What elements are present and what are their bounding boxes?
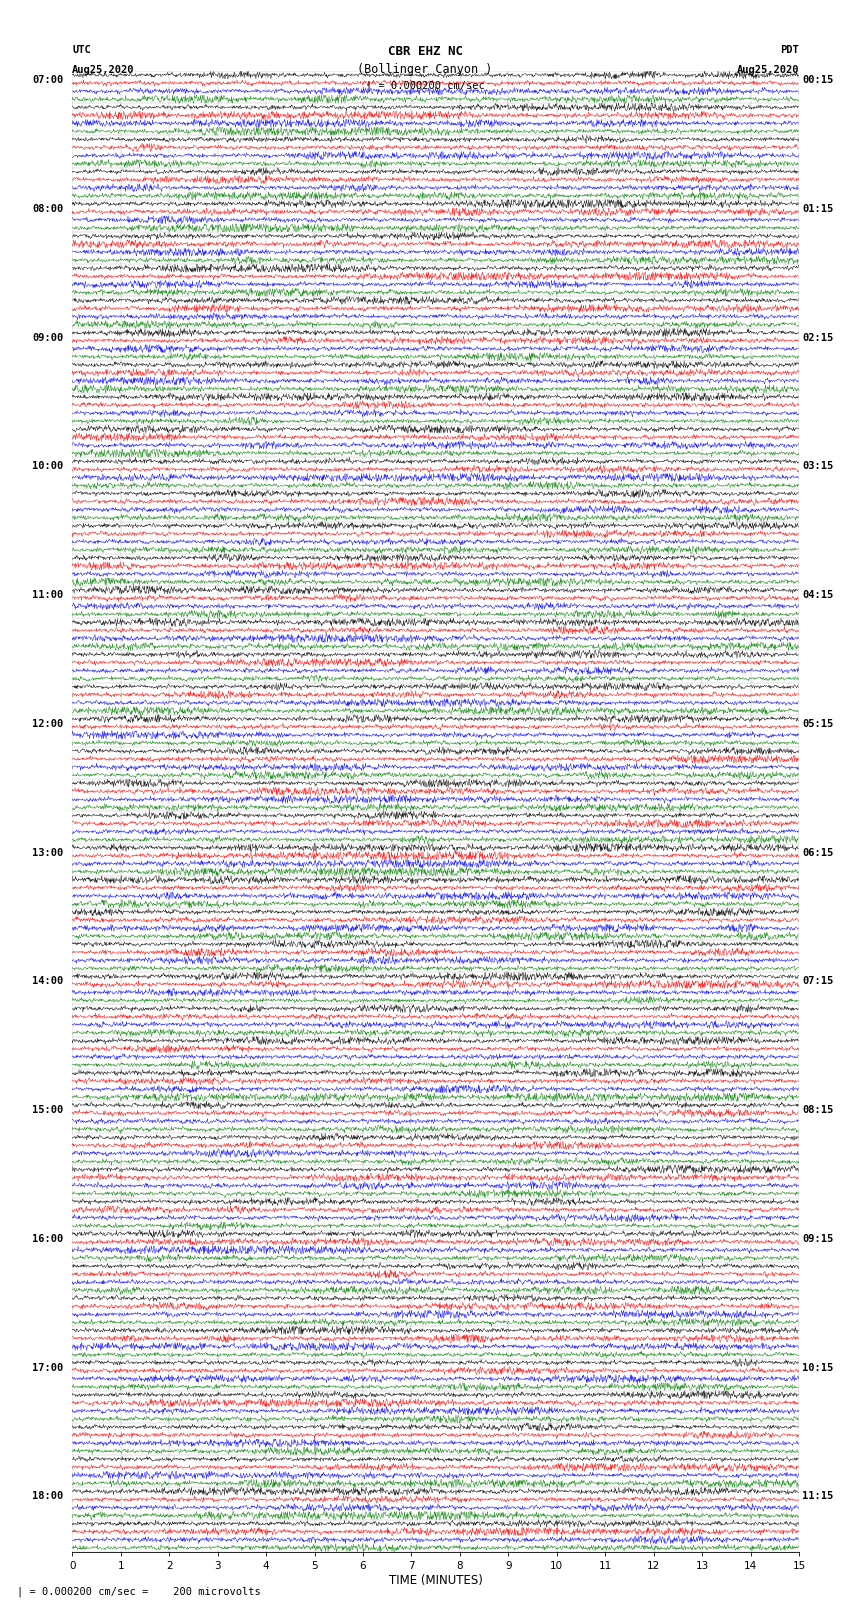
Text: PDT: PDT: [780, 45, 799, 55]
Text: (Bollinger Canyon ): (Bollinger Canyon ): [357, 63, 493, 76]
Text: 13:00: 13:00: [32, 847, 64, 858]
Text: 14:00: 14:00: [32, 976, 64, 986]
Text: 09:00: 09:00: [32, 332, 64, 342]
Text: 05:15: 05:15: [802, 719, 833, 729]
Text: 18:00: 18:00: [32, 1492, 64, 1502]
Text: 02:15: 02:15: [802, 332, 833, 342]
Text: 07:15: 07:15: [802, 976, 833, 986]
Text: 01:15: 01:15: [802, 203, 833, 215]
Text: 03:15: 03:15: [802, 461, 833, 471]
Text: 08:00: 08:00: [32, 203, 64, 215]
Text: | = 0.000200 cm/sec =    200 microvolts: | = 0.000200 cm/sec = 200 microvolts: [17, 1586, 261, 1597]
Text: 11:15: 11:15: [802, 1492, 833, 1502]
Text: 11:00: 11:00: [32, 590, 64, 600]
Text: Aug25,2020: Aug25,2020: [72, 65, 135, 74]
Text: 16:00: 16:00: [32, 1234, 64, 1244]
Text: 08:15: 08:15: [802, 1105, 833, 1115]
Text: 10:15: 10:15: [802, 1363, 833, 1373]
Text: Aug25,2020: Aug25,2020: [736, 65, 799, 74]
Text: CBR EHZ NC: CBR EHZ NC: [388, 45, 462, 58]
Text: 12:00: 12:00: [32, 719, 64, 729]
Text: 07:00: 07:00: [32, 74, 64, 85]
Text: | = 0.000200 cm/sec: | = 0.000200 cm/sec: [366, 81, 484, 92]
Text: 17:00: 17:00: [32, 1363, 64, 1373]
Text: UTC: UTC: [72, 45, 91, 55]
Text: 15:00: 15:00: [32, 1105, 64, 1115]
Text: 06:15: 06:15: [802, 847, 833, 858]
Text: 09:15: 09:15: [802, 1234, 833, 1244]
Text: 10:00: 10:00: [32, 461, 64, 471]
Text: 00:15: 00:15: [802, 74, 833, 85]
Text: 04:15: 04:15: [802, 590, 833, 600]
X-axis label: TIME (MINUTES): TIME (MINUTES): [388, 1574, 483, 1587]
